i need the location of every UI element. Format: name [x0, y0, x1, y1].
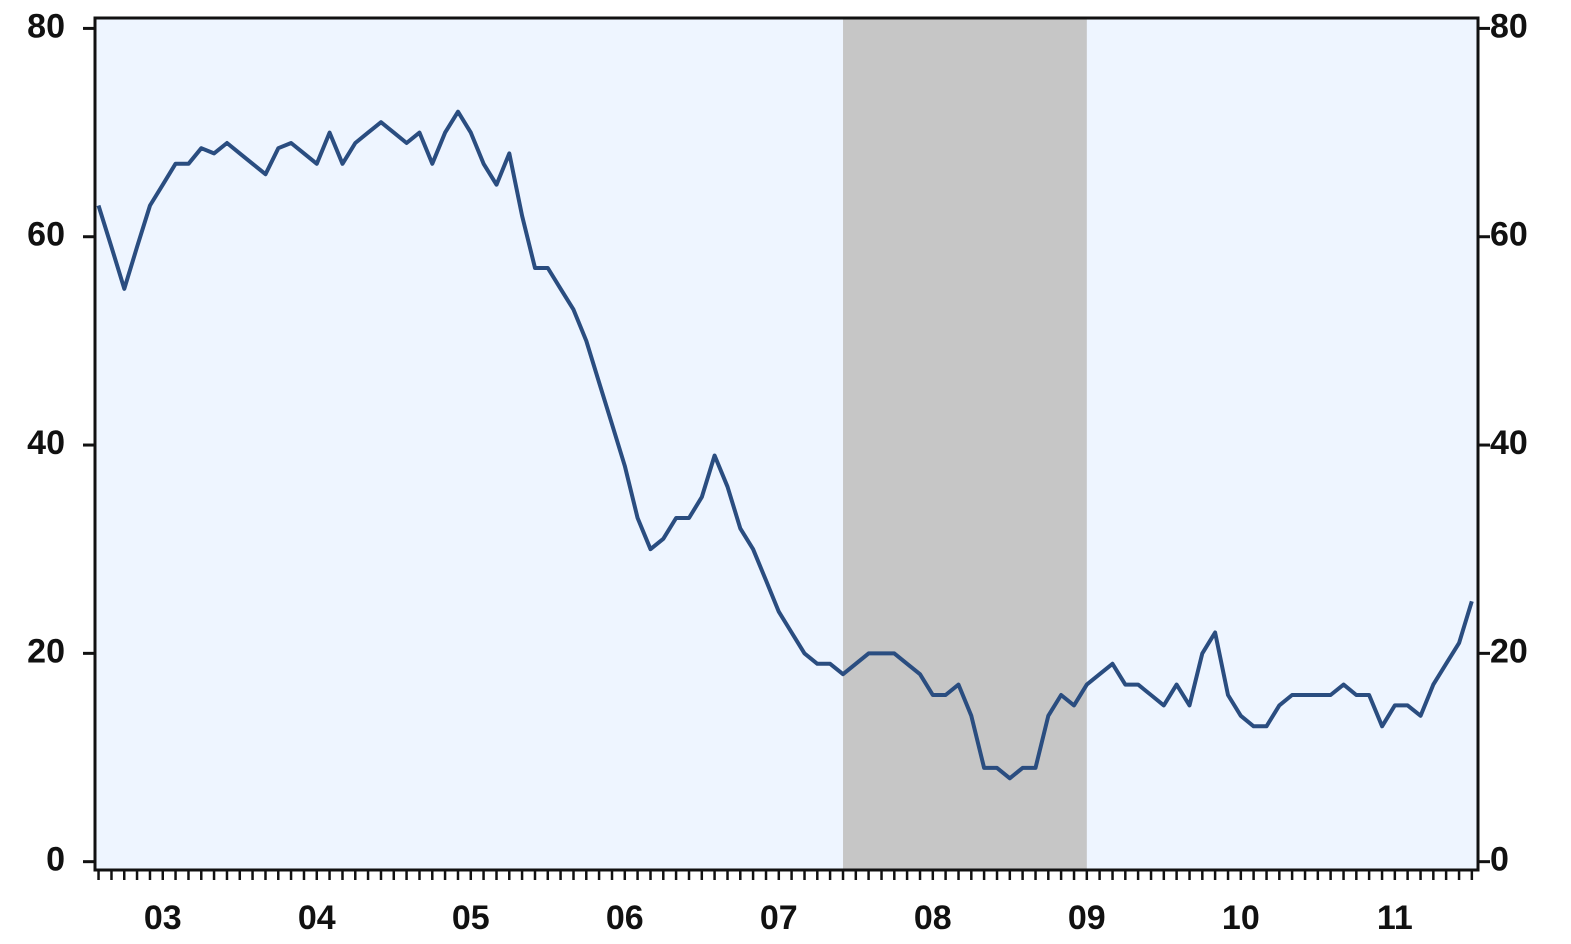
x-tick-label: 05 — [452, 899, 490, 937]
y-tick-label: 20 — [27, 632, 65, 670]
plot-frame — [93, 16, 1480, 872]
x-tick-label: 04 — [298, 899, 336, 937]
y2-tick-label: 40 — [1490, 424, 1528, 462]
y2-tick-label: 0 — [1490, 841, 1509, 879]
y2-tick-label: 80 — [1490, 7, 1528, 45]
recession-shade — [843, 18, 1087, 870]
x-tick-label: 03 — [144, 899, 182, 937]
y-tick-label: 40 — [27, 424, 65, 462]
plot-background — [95, 18, 1478, 870]
x-tick-label: 10 — [1222, 899, 1260, 937]
y-tick-label: 60 — [27, 216, 65, 254]
x-tick-label: 08 — [914, 899, 952, 937]
y2-tick-label: 20 — [1490, 632, 1528, 670]
y-tick-label: 0 — [46, 841, 65, 879]
x-tick-label: 09 — [1068, 899, 1106, 937]
y-tick-label: 80 — [27, 7, 65, 45]
x-tick-label: 06 — [606, 899, 644, 937]
y2-tick-label: 60 — [1490, 216, 1528, 254]
x-tick-label: 11 — [1377, 899, 1413, 937]
data-line — [96, 109, 1474, 781]
x-tick-label: 07 — [760, 899, 798, 937]
